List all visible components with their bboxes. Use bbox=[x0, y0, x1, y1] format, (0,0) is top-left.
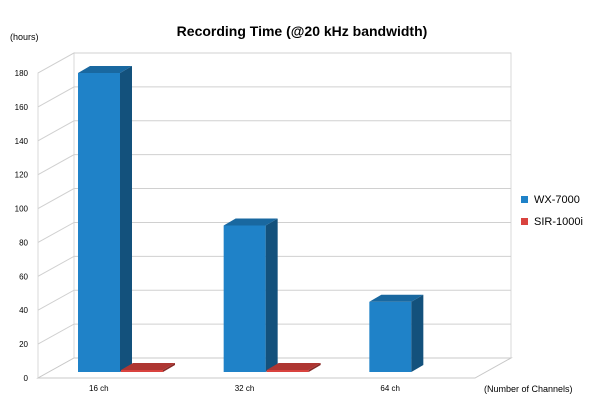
x-tick-label: 16 ch bbox=[89, 384, 109, 393]
bar-top bbox=[266, 363, 321, 370]
y-tick-label: 180 bbox=[15, 69, 29, 78]
y-tick-label: 20 bbox=[19, 340, 28, 349]
gridline bbox=[37, 86, 511, 108]
y-tick-label: 60 bbox=[19, 272, 28, 281]
bar-top bbox=[78, 66, 132, 73]
bar-side bbox=[308, 363, 321, 372]
legend-swatch bbox=[521, 196, 528, 203]
gridline bbox=[37, 120, 511, 142]
y-tick-label: 160 bbox=[15, 103, 29, 112]
bar bbox=[78, 66, 132, 372]
bar-side bbox=[163, 363, 175, 372]
x-axis-label: (Number of Channels) bbox=[484, 384, 573, 394]
bar-side bbox=[265, 218, 278, 372]
bar-top bbox=[223, 218, 278, 226]
gridline bbox=[37, 221, 511, 243]
legend-swatch bbox=[521, 218, 528, 225]
plot-back-wall bbox=[73, 52, 512, 359]
x-tick-label: 64 ch bbox=[380, 384, 400, 393]
bar bbox=[266, 363, 321, 372]
gridline bbox=[37, 154, 511, 176]
bar-front bbox=[223, 225, 266, 372]
bar bbox=[121, 363, 175, 372]
bar-front bbox=[78, 73, 120, 372]
gridline bbox=[37, 52, 511, 74]
bar-front bbox=[121, 370, 163, 372]
gridline bbox=[37, 188, 511, 209]
gridline bbox=[37, 255, 511, 277]
bar-side bbox=[411, 294, 424, 372]
bar bbox=[223, 218, 278, 372]
y-axis-label: (hours) bbox=[10, 32, 39, 42]
gridline bbox=[37, 289, 511, 311]
bar-top bbox=[121, 363, 175, 370]
legend: WX-7000 SIR-1000i bbox=[521, 194, 583, 228]
y-tick-label: 40 bbox=[19, 306, 28, 315]
y-tick-label: 0 bbox=[24, 374, 29, 383]
bar bbox=[369, 294, 424, 372]
y-tick-label: 80 bbox=[19, 238, 28, 247]
bar-side bbox=[120, 66, 132, 372]
bar-front bbox=[266, 370, 309, 372]
y-tick-label: 140 bbox=[15, 137, 29, 146]
y-tick-label: 120 bbox=[15, 171, 29, 180]
tick-labels: 0 20 40 60 80 100 120 140 160 180 16 ch 32 ch 64 ch bbox=[15, 69, 400, 393]
plot-side-wall bbox=[37, 52, 75, 379]
bar-top bbox=[369, 294, 424, 302]
legend-label: SIR-1000i bbox=[534, 216, 583, 228]
x-tick-label: 32 ch bbox=[235, 384, 255, 393]
chart-title: Recording Time (@20 kHz bandwidth) bbox=[177, 23, 428, 39]
gridline bbox=[37, 323, 511, 345]
legend-label: WX-7000 bbox=[534, 194, 580, 206]
bar-front bbox=[369, 301, 412, 372]
bars bbox=[78, 66, 424, 372]
y-tick-label: 100 bbox=[15, 205, 29, 214]
